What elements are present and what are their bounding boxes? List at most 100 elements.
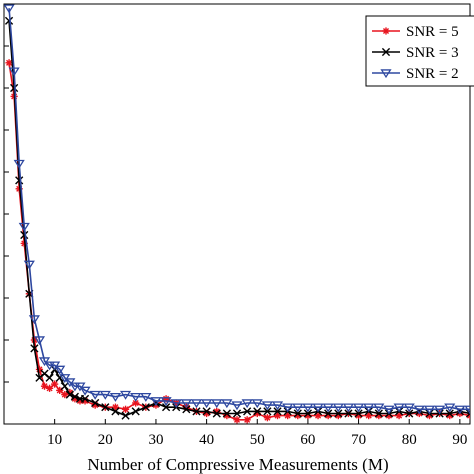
data-point — [160, 397, 172, 407]
data-point — [324, 409, 333, 418]
data-point — [292, 403, 304, 413]
series-3 — [4, 4, 470, 415]
data-point — [161, 403, 171, 412]
data-point — [273, 407, 282, 416]
data-point — [99, 390, 111, 400]
data-point — [65, 390, 74, 399]
data-point — [119, 390, 132, 400]
data-point — [243, 416, 251, 424]
data-point — [342, 403, 355, 413]
data-point — [182, 405, 191, 414]
data-point — [434, 405, 446, 415]
legend-entry: SNR = 2 — [372, 66, 459, 82]
data-point — [4, 4, 15, 14]
data-point — [231, 401, 243, 411]
data-point — [403, 403, 415, 413]
data-point — [130, 392, 142, 402]
data-point — [180, 399, 192, 409]
data-point — [303, 409, 313, 418]
data-point — [413, 405, 425, 415]
x-axis-ticks — [54, 419, 461, 424]
data-point — [13, 159, 25, 169]
data-point — [212, 409, 221, 418]
data-point — [60, 382, 69, 391]
data-point — [222, 409, 231, 418]
data-point — [38, 357, 51, 367]
data-point — [190, 399, 203, 409]
data-point — [232, 409, 242, 418]
legend-label: SNR = 3 — [406, 45, 459, 61]
data-point — [121, 411, 130, 420]
data-point — [263, 414, 271, 422]
x-tick-label: 70 — [351, 432, 366, 448]
data-point — [33, 336, 46, 346]
data-point — [454, 405, 466, 415]
data-point — [374, 409, 383, 418]
data-point — [383, 405, 395, 415]
data-point — [271, 401, 284, 411]
data-point — [141, 403, 150, 412]
data-point — [59, 374, 71, 383]
x-tick-label: 20 — [98, 432, 113, 448]
data-point — [140, 392, 152, 402]
x-axis-tick-labels: 10 20 30 40 50 60 70 80 90 — [47, 432, 467, 448]
data-point — [241, 399, 253, 409]
x-tick-label: 40 — [199, 432, 214, 448]
data-point — [354, 409, 363, 418]
data-point — [253, 407, 262, 416]
x-axis-label: Number of Compressive Measurements (M) — [87, 455, 388, 474]
legend-label: SNR = 5 — [406, 24, 459, 40]
data-point — [233, 416, 241, 424]
data-point — [54, 365, 66, 375]
data-point — [45, 373, 54, 382]
legend-entry: SNR = 5 — [372, 24, 459, 40]
data-point — [405, 409, 414, 418]
data-point — [45, 384, 54, 392]
data-point — [51, 380, 59, 388]
data-point — [373, 403, 385, 413]
data-point — [221, 399, 233, 409]
data-point — [132, 399, 140, 407]
data-point — [70, 392, 80, 401]
data-point — [263, 407, 272, 416]
data-point — [23, 260, 35, 270]
data-point — [170, 399, 182, 409]
data-point — [322, 403, 334, 413]
x-tick-label: 50 — [250, 432, 265, 448]
data-point — [302, 403, 314, 413]
data-point — [423, 405, 436, 415]
x-tick-label: 30 — [148, 432, 163, 448]
data-point — [382, 27, 390, 35]
data-point — [334, 409, 343, 418]
data-point — [464, 405, 470, 415]
data-point — [55, 373, 64, 382]
data-point — [28, 315, 40, 325]
data-point — [91, 398, 100, 408]
data-point — [381, 47, 391, 57]
data-point — [89, 390, 101, 400]
data-point — [111, 407, 120, 416]
data-point — [202, 407, 211, 416]
data-point — [344, 409, 353, 418]
data-point — [293, 409, 302, 418]
series-layer — [4, 4, 470, 424]
data-point — [109, 392, 122, 402]
data-point — [131, 407, 140, 416]
data-point — [444, 403, 456, 413]
legend-label: SNR = 2 — [406, 66, 459, 82]
data-point — [80, 394, 90, 403]
data-point — [282, 403, 294, 413]
data-point — [465, 409, 470, 418]
data-point — [8, 67, 20, 77]
legend-entry: SNR = 3 — [372, 45, 459, 61]
legend: SNR = 5 SNR = 3 SNR = 2 — [365, 15, 474, 87]
data-point — [10, 83, 19, 93]
data-point — [380, 69, 392, 79]
data-point — [4, 16, 14, 25]
data-point — [445, 409, 454, 418]
data-point — [352, 403, 365, 413]
data-point — [30, 344, 39, 353]
data-point — [261, 401, 273, 411]
data-point — [74, 382, 86, 392]
